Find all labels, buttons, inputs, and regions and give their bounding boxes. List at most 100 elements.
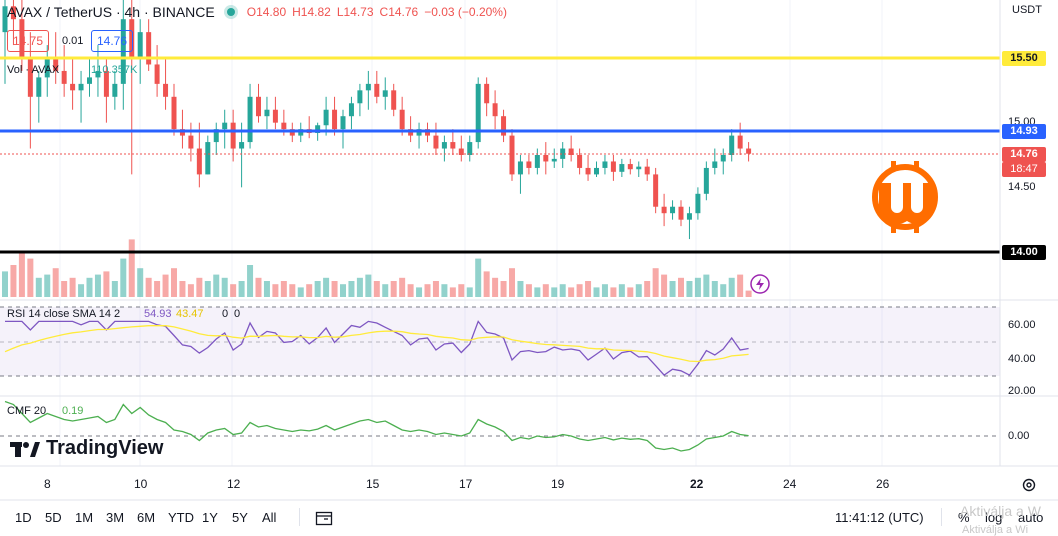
candle-body: [619, 164, 625, 172]
volume-bar: [509, 268, 515, 297]
volume-bar: [678, 277, 684, 297]
black-level-tag: 14.00: [1002, 245, 1046, 260]
spread-value: 0.01: [62, 35, 84, 47]
candle-body: [163, 83, 169, 97]
range-1m[interactable]: 1M: [75, 510, 94, 525]
percent-toggle[interactable]: %: [958, 510, 970, 525]
coin-logo: [871, 161, 939, 233]
candle-body: [95, 70, 101, 78]
yellow-level-tag: 15.50: [1002, 51, 1046, 66]
candle-body: [517, 161, 523, 175]
ohlc-open: O14.80: [246, 5, 287, 19]
candle-body: [636, 166, 642, 170]
volume-bar: [154, 281, 161, 297]
settings-gear-icon[interactable]: [1021, 477, 1037, 493]
volume-bar: [179, 281, 186, 297]
candle-body: [27, 58, 33, 97]
volume-bars: [2, 239, 752, 297]
volume-bar: [618, 284, 625, 297]
candle-body: [568, 148, 574, 155]
volume-bar: [703, 274, 710, 297]
candle-body: [196, 148, 202, 175]
volume-bar: [356, 277, 363, 297]
market-status-icon: [226, 8, 235, 16]
volume-bar: [382, 284, 389, 297]
range-1d[interactable]: 1D: [15, 510, 32, 525]
candle-body: [87, 77, 92, 84]
date-range-icon[interactable]: [315, 510, 333, 526]
candle-body: [678, 206, 684, 220]
candle-body: [382, 90, 388, 97]
range-all[interactable]: All: [262, 510, 277, 525]
volume-bar: [669, 281, 676, 297]
volume-bar: [416, 287, 423, 297]
candle-body: [534, 155, 540, 168]
volume-bar: [255, 277, 262, 297]
volume-bar: [323, 277, 330, 297]
candle-body: [340, 116, 346, 130]
tradingview-logo[interactable]: TradingView: [10, 437, 163, 460]
currency-selector[interactable]: USDT: [1012, 4, 1042, 16]
candle-body: [315, 125, 321, 134]
date-tick-24: 24: [783, 477, 797, 491]
symbol-header[interactable]: AVAX / TetherUS · 4h · BINANCE O14.80 H1…: [7, 4, 507, 20]
date-tick-12: 12: [227, 477, 241, 491]
candle-body: [441, 142, 447, 149]
log-toggle[interactable]: log: [985, 510, 1003, 525]
candle-body: [661, 206, 667, 214]
candle-body: [695, 193, 701, 214]
volume-bar: [78, 284, 85, 297]
volume-bar: [35, 277, 42, 297]
cmf-label[interactable]: CMF 20: [7, 405, 47, 417]
range-ytd[interactable]: YTD: [168, 510, 194, 525]
rsi-extra-1: 0: [222, 308, 229, 320]
volume-bar: [585, 281, 592, 297]
ohlc-close: C14.76: [379, 5, 419, 19]
sell-price-button[interactable]: 14.75: [7, 30, 50, 52]
candle-body: [281, 122, 287, 130]
candle-body: [492, 103, 498, 117]
candle-body: [70, 83, 76, 91]
date-tick-22: 22: [690, 477, 704, 491]
auto-toggle[interactable]: auto: [1018, 510, 1044, 525]
range-3m[interactable]: 3M: [106, 510, 125, 525]
candle-body: [374, 83, 380, 97]
candle-body: [10, 6, 16, 20]
volume-bar: [314, 281, 321, 297]
date-tick-15: 15: [366, 477, 380, 491]
candle-body: [36, 77, 42, 97]
volume-bar: [711, 281, 718, 297]
range-1y[interactable]: 1Y: [202, 510, 218, 525]
tradingview-icon: [10, 441, 40, 457]
candle-body: [272, 109, 278, 123]
candle-body: [399, 109, 405, 130]
range-6m[interactable]: 6M: [137, 510, 156, 525]
volume-bar: [52, 268, 59, 297]
cmf-value: 0.19: [62, 405, 84, 417]
candle-body: [188, 135, 194, 149]
lightning-icon[interactable]: [750, 274, 770, 294]
symbol-title[interactable]: AVAX / TetherUS · 4h · BINANCE: [7, 4, 215, 20]
range-5d[interactable]: 5D: [45, 510, 62, 525]
candle-body: [509, 135, 515, 175]
buy-price-button[interactable]: 14.76: [91, 30, 134, 52]
candle-countdown: 18:47: [1002, 162, 1046, 177]
rsi-label[interactable]: RSI 14 close SMA 14 2: [7, 308, 121, 320]
rsi-extra-2: 0: [234, 308, 241, 320]
candle-body: [323, 109, 329, 126]
volume-bar: [492, 277, 499, 297]
date-tick-26: 26: [876, 477, 890, 491]
toolbar-divider-2: [941, 508, 942, 526]
volume-bar: [69, 277, 76, 297]
candle-body: [112, 83, 118, 97]
volume-bar: [331, 281, 338, 297]
candle-body: [78, 83, 84, 91]
candle-body: [239, 142, 245, 149]
volume-bar: [196, 277, 203, 297]
volume-bar: [424, 284, 431, 297]
range-5y[interactable]: 5Y: [232, 510, 248, 525]
volume-bar: [466, 287, 473, 297]
clock-timezone[interactable]: 11:41:12 (UTC): [835, 510, 924, 525]
volume-bar: [601, 284, 608, 297]
